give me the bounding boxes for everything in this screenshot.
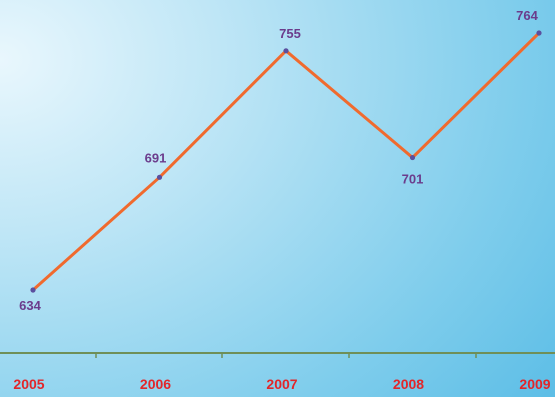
series-line: [32, 31, 541, 292]
data-label: 755: [279, 26, 301, 41]
data-label: 634: [19, 298, 41, 313]
x-tick-label: 2009: [519, 376, 550, 392]
x-axis: [0, 352, 555, 358]
x-tick-label-group: 2005 2006 2007 2008 2009: [13, 376, 550, 392]
data-label: 764: [516, 8, 538, 23]
data-label-group: 634 691 755 701 764: [19, 8, 538, 313]
data-point-group: [30, 30, 542, 293]
data-point: [283, 48, 289, 54]
x-tick-label: 2007: [266, 376, 297, 392]
x-tick-label: 2006: [140, 376, 171, 392]
series-line-group: [32, 31, 541, 292]
data-point: [536, 30, 542, 36]
x-tick-label: 2005: [13, 376, 44, 392]
data-label: 691: [145, 150, 167, 165]
x-tick-label: 2008: [393, 376, 424, 392]
data-point: [156, 174, 163, 180]
data-point: [409, 154, 416, 161]
data-point: [30, 287, 36, 293]
data-label: 701: [402, 172, 424, 187]
